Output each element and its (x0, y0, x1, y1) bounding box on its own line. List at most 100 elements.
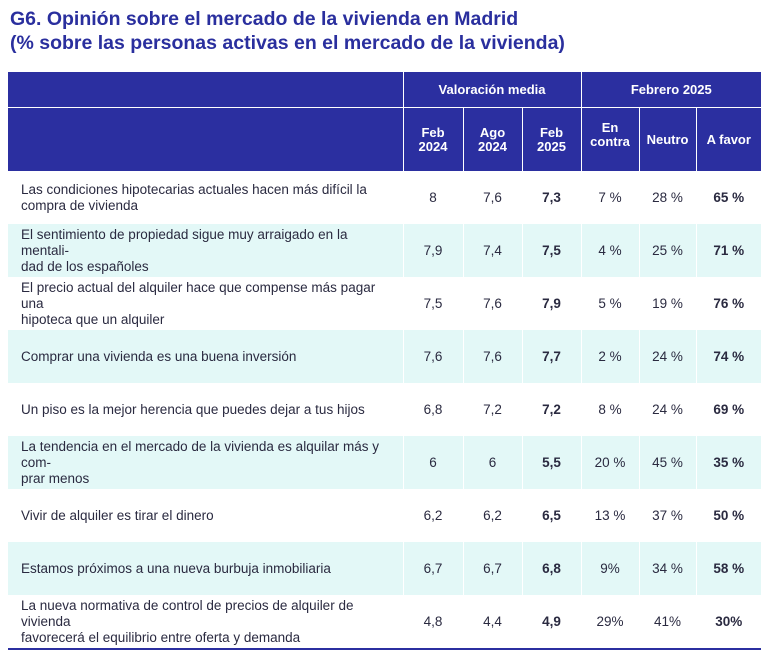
value-feb-2024: 7,5 (402, 277, 463, 330)
header-row-columns: Feb 2024 Ago 2024 Feb 2025 En contra Neutro … (8, 107, 762, 171)
value-neutro: 25 % (638, 224, 697, 277)
header-valoracion-media: Valoración media (402, 71, 582, 108)
value-neutro: 41% (638, 595, 697, 648)
value-ago-2024: 7,6 (462, 330, 522, 383)
value-neutro: 34 % (638, 542, 697, 595)
value-a-favor: 50 % (695, 489, 762, 542)
header-a-favor: A favor (695, 107, 762, 171)
value-a-favor: 35 % (695, 436, 762, 489)
value-feb-2024: 7,6 (402, 330, 463, 383)
value-en-contra: 8 % (580, 383, 640, 436)
statement-cell: Estamos próximos a una nueva burbuja inm… (8, 542, 403, 595)
value-a-favor: 74 % (695, 330, 762, 383)
value-neutro: 28 % (638, 171, 697, 224)
statement-line-1: Estamos próximos a una nueva burbuja inm… (21, 560, 331, 576)
header-neutro: Neutro (638, 107, 697, 171)
value-en-contra: 20 % (580, 436, 640, 489)
value-en-contra: 2 % (580, 330, 640, 383)
value-ago-2024: 6,7 (462, 542, 522, 595)
statement-line-2: dad de los españoles (21, 258, 149, 274)
value-ago-2024: 7,2 (462, 383, 522, 436)
statement-line-1: Vivir de alquiler es tirar el dinero (21, 507, 214, 523)
value-en-contra: 13 % (580, 489, 640, 542)
statement-line-1: La tendencia en el mercado de la viviend… (21, 438, 379, 470)
statement-cell: El precio actual del alquiler hace que c… (8, 277, 403, 330)
header-row-groups: Valoración media Febrero 2025 (8, 71, 762, 108)
table-row: Vivir de alquiler es tirar el dinero 6,2 6… (8, 489, 762, 542)
value-ago-2024: 7,6 (462, 171, 522, 224)
statement-line-1: El precio actual del alquiler hace que c… (21, 279, 376, 311)
value-feb-2025: 7,3 (521, 171, 582, 224)
value-feb-2025: 4,9 (521, 595, 582, 648)
statement-line-1: El sentimiento de propiedad sigue muy ar… (21, 226, 348, 258)
statement-line-1: Las condiciones hipotecarias actuales ha… (21, 181, 367, 197)
statement-line-1: La nueva normativa de control de precios… (21, 597, 354, 629)
header-corner (8, 71, 403, 108)
value-feb-2024: 4,8 (402, 595, 463, 648)
table-row: El sentimiento de propiedad sigue muy ar… (8, 224, 762, 277)
statement-cell: El sentimiento de propiedad sigue muy ar… (8, 224, 403, 277)
table-row: Un piso es la mejor herencia que puedes … (8, 383, 762, 436)
table-row: La nueva normativa de control de precios… (8, 595, 762, 648)
value-feb-2025: 7,7 (521, 330, 582, 383)
header-corner-2 (8, 107, 403, 171)
value-feb-2024: 6 (402, 436, 463, 489)
value-a-favor: 30% (695, 595, 762, 648)
chart-title: G6. Opinión sobre el mercado de la vivie… (10, 7, 760, 55)
value-en-contra: 9% (580, 542, 640, 595)
statement-line-2: prar menos (21, 470, 90, 486)
value-feb-2024: 6,7 (402, 542, 463, 595)
statement-line-2: hipoteca que un alquiler (21, 311, 165, 327)
title-line-2: (% sobre las personas activas en el merc… (10, 32, 565, 54)
header-feb-2025: Feb 2025 (521, 107, 582, 171)
table-row: Estamos próximos a una nueva burbuja inm… (8, 542, 762, 595)
value-ago-2024: 6,2 (462, 489, 522, 542)
header-febrero-2025: Febrero 2025 (580, 71, 762, 108)
value-ago-2024: 7,6 (462, 277, 522, 330)
value-feb-2025: 6,5 (521, 489, 582, 542)
statement-line-1: Comprar una vivienda es una buena invers… (21, 348, 297, 364)
value-en-contra: 4 % (580, 224, 640, 277)
statement-line-2: favorecerá el equilibrio entre oferta y … (21, 629, 301, 645)
statement-line-2: compra de vivienda (21, 197, 139, 213)
statement-cell: Las condiciones hipotecarias actuales ha… (8, 171, 403, 224)
value-ago-2024: 4,4 (462, 595, 522, 648)
value-a-favor: 65 % (695, 171, 762, 224)
value-feb-2025: 6,8 (521, 542, 582, 595)
value-a-favor: 58 % (695, 542, 762, 595)
value-en-contra: 7 % (580, 171, 640, 224)
table-row: Las condiciones hipotecarias actuales ha… (8, 171, 762, 224)
value-en-contra: 29% (580, 595, 640, 648)
table-row: Comprar una vivienda es una buena invers… (8, 330, 762, 383)
table-bottom-border (8, 648, 761, 650)
value-feb-2025: 5,5 (521, 436, 582, 489)
statement-cell: Vivir de alquiler es tirar el dinero (8, 489, 403, 542)
opinion-table: Valoración media Febrero 2025 Feb 2024 Ag… (8, 71, 762, 648)
value-neutro: 24 % (638, 383, 697, 436)
statement-cell: La tendencia en el mercado de la viviend… (8, 436, 403, 489)
value-feb-2024: 7,9 (402, 224, 463, 277)
value-a-favor: 69 % (695, 383, 762, 436)
statement-cell: La nueva normativa de control de precios… (8, 595, 403, 648)
value-neutro: 19 % (638, 277, 697, 330)
value-neutro: 24 % (638, 330, 697, 383)
value-feb-2024: 6,8 (402, 383, 463, 436)
statement-line-1: Un piso es la mejor herencia que puedes … (21, 401, 365, 417)
value-feb-2024: 8 (402, 171, 463, 224)
value-feb-2025: 7,9 (521, 277, 582, 330)
value-ago-2024: 7,4 (462, 224, 522, 277)
value-ago-2024: 6 (462, 436, 522, 489)
header-ago-2024: Ago 2024 (462, 107, 522, 171)
value-en-contra: 5 % (580, 277, 640, 330)
header-feb-2024: Feb 2024 (402, 107, 463, 171)
value-neutro: 37 % (638, 489, 697, 542)
statement-cell: Un piso es la mejor herencia que puedes … (8, 383, 403, 436)
value-feb-2025: 7,5 (521, 224, 582, 277)
value-a-favor: 76 % (695, 277, 762, 330)
value-a-favor: 71 % (695, 224, 762, 277)
table-row: El precio actual del alquiler hace que c… (8, 277, 762, 330)
value-feb-2025: 7,2 (521, 383, 582, 436)
table-row: La tendencia en el mercado de la viviend… (8, 436, 762, 489)
value-neutro: 45 % (638, 436, 697, 489)
value-feb-2024: 6,2 (402, 489, 463, 542)
